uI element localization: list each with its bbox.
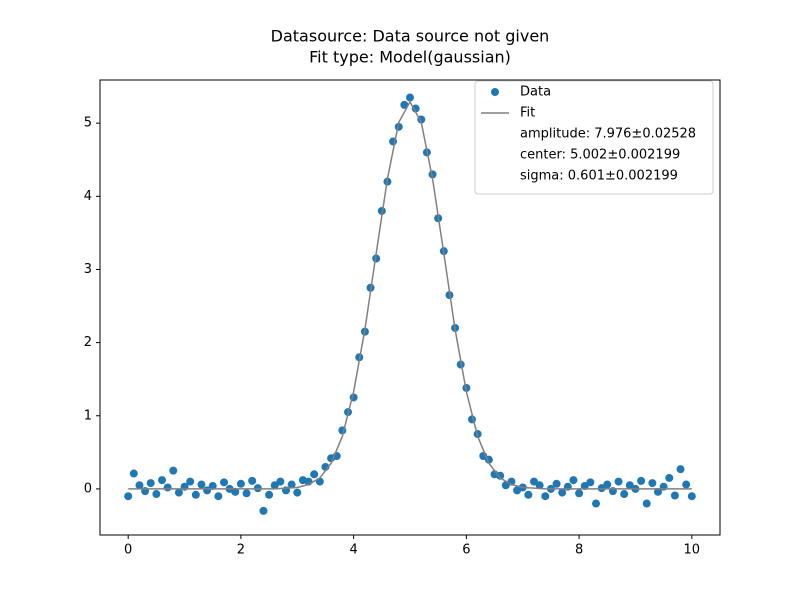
x-tick-label: 2 (237, 543, 245, 558)
data-point (620, 490, 629, 499)
legend-box (474, 80, 714, 195)
data-point (236, 479, 245, 488)
data-point (603, 480, 612, 489)
x-tick-label: 0 (124, 543, 132, 558)
legend-note: amplitude: 7.976±0.02528 (520, 127, 696, 142)
data-point (535, 481, 544, 490)
data-point (158, 476, 166, 485)
data-point (293, 488, 302, 497)
legend-label: Fit (520, 106, 535, 121)
data-point (186, 477, 195, 486)
y-tick-label: 3 (84, 262, 92, 277)
x-tick-label: 6 (462, 543, 470, 558)
data-point (124, 492, 133, 501)
data-point (265, 490, 274, 499)
data-point (670, 491, 679, 500)
data-point (146, 479, 155, 488)
y-tick-label: 2 (84, 335, 92, 350)
legend-note: sigma: 0.601±0.002199 (520, 169, 678, 184)
data-point (592, 499, 600, 508)
data-point (276, 477, 285, 486)
data-point (197, 480, 206, 489)
data-point (135, 481, 144, 490)
data-point (377, 206, 386, 215)
legend-label: Data (520, 85, 551, 100)
data-point (614, 477, 623, 486)
data-point (214, 492, 223, 501)
data-point (682, 480, 691, 489)
x-tick-label: 4 (349, 543, 357, 558)
x-tick-label: 10 (684, 543, 701, 558)
data-point (174, 488, 183, 497)
data-point (648, 479, 657, 488)
plot-frame (99, 79, 721, 536)
data-point (665, 473, 674, 482)
data-point (637, 476, 646, 485)
data-point (152, 490, 161, 499)
data-point (242, 489, 251, 498)
data-point (406, 93, 414, 102)
data-point (169, 466, 178, 475)
data-point (220, 478, 228, 487)
y-tick-label: 5 (84, 116, 92, 131)
y-tick-label: 1 (84, 408, 92, 423)
data-point (552, 479, 561, 488)
data-point (248, 476, 257, 485)
data-point (586, 478, 595, 487)
data-point (569, 476, 578, 485)
data-point (129, 469, 138, 478)
data-point (310, 470, 319, 479)
data-point (558, 488, 567, 497)
chart-title: Datasource: Data source not given (271, 27, 550, 46)
data-point (163, 483, 172, 492)
chart-subtitle: Fit type: Model(gaussian) (309, 48, 511, 67)
data-point (372, 254, 381, 263)
data-point (231, 487, 240, 496)
legend-swatch (491, 88, 499, 96)
legend-note: center: 5.002±0.002199 (520, 148, 680, 163)
y-tick-label: 4 (84, 189, 92, 204)
data-point (208, 481, 217, 490)
data-point (259, 506, 268, 515)
data-point (575, 489, 584, 498)
data-point (400, 100, 409, 109)
data-point (687, 492, 696, 501)
data-point (524, 490, 533, 499)
y-tick-label: 0 (84, 481, 92, 496)
data-point (654, 487, 662, 496)
data-point (541, 492, 550, 501)
data-point (676, 465, 685, 474)
fit-line (128, 100, 692, 490)
data-point (642, 499, 651, 508)
data-point (287, 480, 296, 489)
data-point (411, 104, 420, 113)
x-tick-label: 8 (575, 543, 583, 558)
data-point (496, 471, 505, 480)
data-point (191, 490, 200, 499)
